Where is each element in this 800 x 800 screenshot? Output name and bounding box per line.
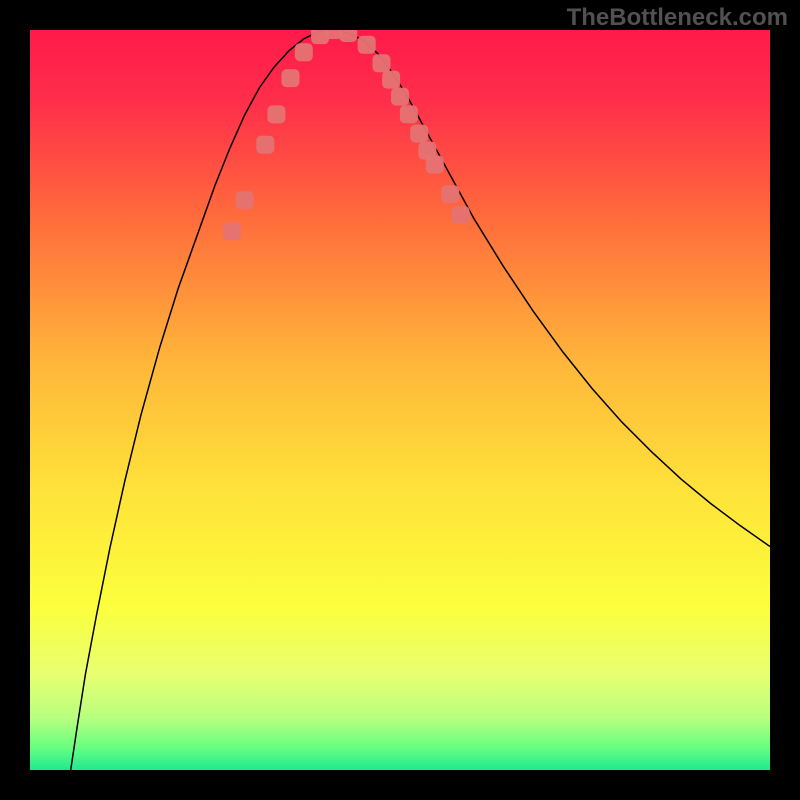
data-marker: [256, 136, 274, 154]
data-marker: [382, 71, 400, 89]
data-marker: [452, 206, 470, 224]
data-marker: [358, 36, 376, 54]
data-marker: [236, 191, 254, 209]
data-marker: [410, 125, 428, 143]
data-marker: [373, 54, 391, 72]
data-marker: [267, 105, 285, 123]
data-marker: [281, 69, 299, 87]
plot-area: [30, 30, 770, 770]
data-marker: [295, 43, 313, 61]
data-marker: [223, 222, 241, 240]
data-marker: [400, 105, 418, 123]
chart-frame: TheBottleneck.com: [0, 0, 800, 800]
data-marker: [426, 156, 444, 174]
chart-svg: [30, 30, 770, 770]
data-marker: [441, 185, 459, 203]
watermark-text: TheBottleneck.com: [567, 4, 788, 32]
data-marker: [339, 30, 357, 42]
data-marker: [391, 88, 409, 106]
